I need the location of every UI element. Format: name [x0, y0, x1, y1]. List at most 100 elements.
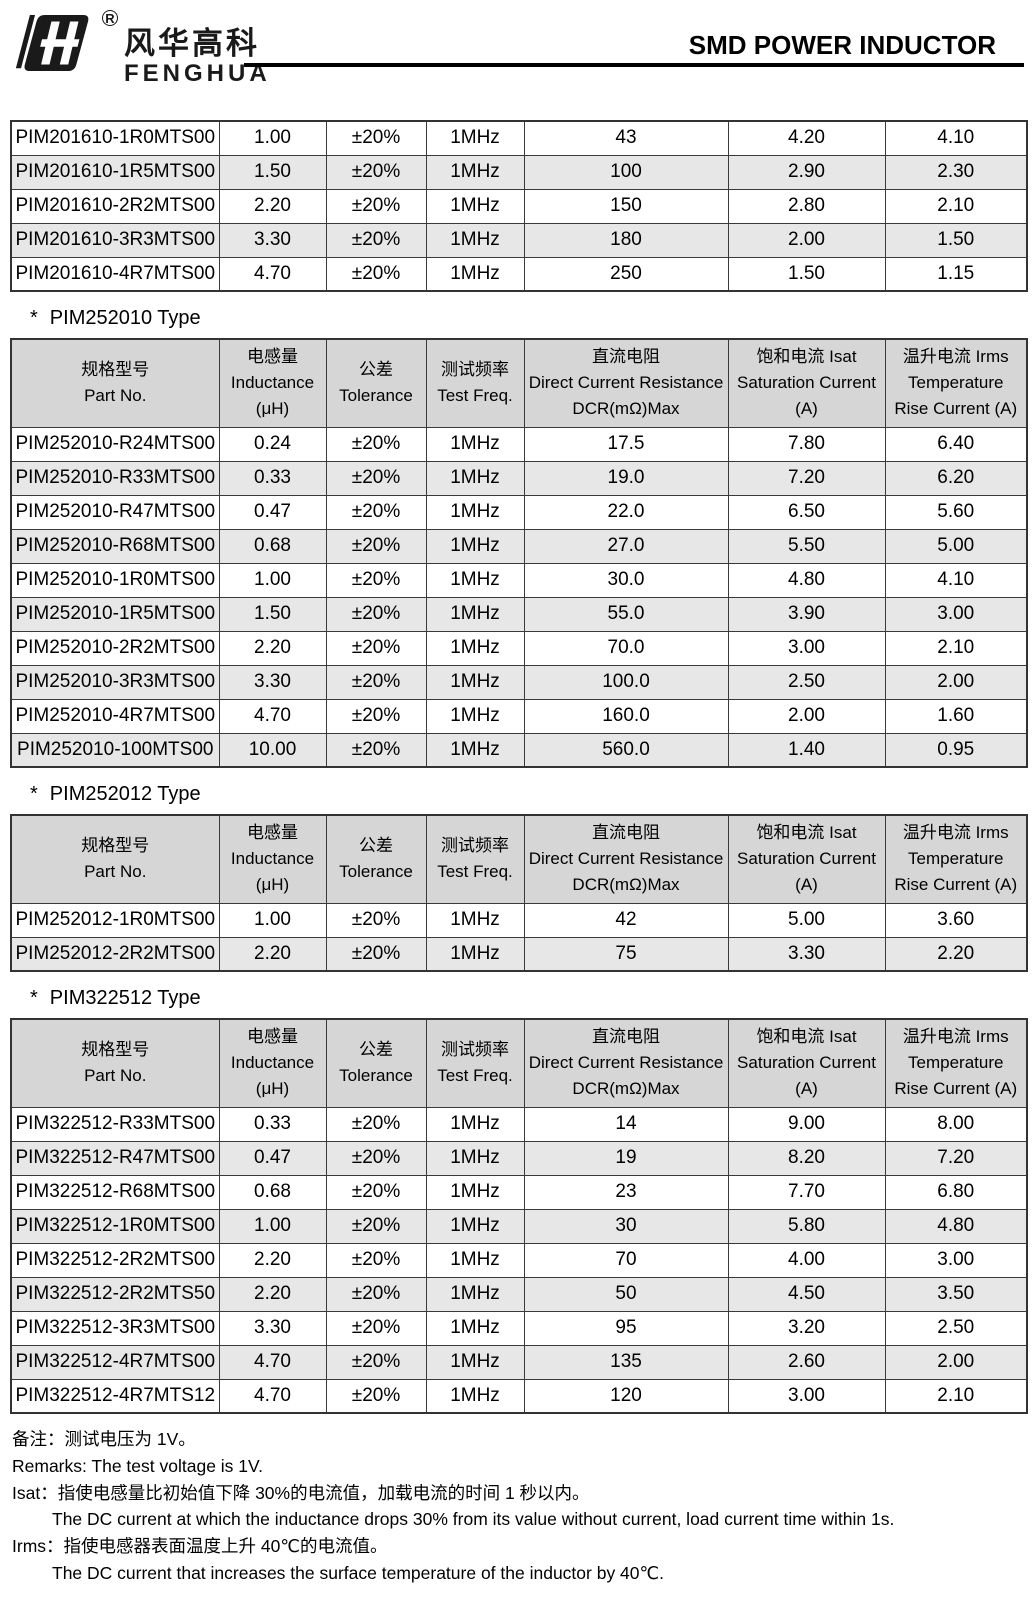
- spec-cell: 7.20: [884, 1140, 1028, 1176]
- section-heading-pim252010: * PIM252010 Type: [30, 307, 1026, 330]
- spec-cell: 3.90: [727, 596, 886, 632]
- column-header-line: (μH): [255, 399, 290, 419]
- isat-note-cn: Isat：指使电感量比初始值下降 30%的电流值，加载电流的时间 1 秒以内。: [12, 1482, 590, 1503]
- column-header-line: (μH): [255, 1079, 290, 1099]
- table-row: PIM252010-R47MTS00 0.47 ±20% 1MHz 22.0 6.50 5.…: [10, 494, 1028, 530]
- spec-cell: 70: [523, 1242, 729, 1278]
- column-header-line: 公差: [359, 360, 393, 380]
- table-row: PIM252010-100MTS00 10.00 ±20% 1MHz 560.0 1.40…: [10, 732, 1028, 768]
- spec-cell: 2.50: [727, 664, 886, 700]
- spec-cell: 0.68: [218, 1174, 327, 1210]
- spec-cell: 70.0: [523, 630, 729, 666]
- column-header-line: Rise Current (A): [894, 399, 1018, 419]
- column-header-line: Direct Current Resistance: [528, 849, 724, 869]
- spec-cell: 30.0: [523, 562, 729, 598]
- spec-cell: 6.20: [884, 460, 1028, 496]
- spec-cell: 8.20: [727, 1140, 886, 1176]
- spec-cell: 100.0: [523, 664, 729, 700]
- column-header-line: Temperature: [908, 1053, 1004, 1073]
- spec-cell: 7.70: [727, 1174, 886, 1210]
- spec-cell: 1MHz: [425, 732, 525, 768]
- spec-cell: 55.0: [523, 596, 729, 632]
- column-header-line: Saturation Current: [737, 849, 876, 869]
- section-heading-pim252012: * PIM252012 Type: [30, 783, 1026, 806]
- table-row: PIM252010-4R7MTS00 4.70 ±20% 1MHz 160.0 2.00 1…: [10, 698, 1028, 734]
- spec-cell: 1MHz: [425, 1106, 525, 1142]
- logo-chinese-name: 风华高科: [124, 26, 260, 61]
- spec-cell: 75: [523, 936, 729, 972]
- spec-cell: 3.00: [884, 596, 1028, 632]
- spec-cell: 160.0: [523, 698, 729, 734]
- spec-cell: 3.30: [218, 222, 327, 258]
- spec-cell: 0.47: [218, 494, 327, 530]
- spec-cell: 23: [523, 1174, 729, 1210]
- spec-cell: 1MHz: [425, 528, 525, 564]
- spec-cell: ±20%: [325, 1106, 427, 1142]
- spec-cell: 3.00: [884, 1242, 1028, 1278]
- spec-table-pim252010: 规格型号 Part No. 电感量 Inductance (μH) 公差 Tolerance…: [10, 338, 1028, 768]
- column-header: 公差 Tolerance: [325, 814, 427, 904]
- spec-cell: 1.50: [218, 154, 327, 190]
- spec-cell: 2.20: [218, 630, 327, 666]
- spec-cell: 2.10: [884, 188, 1028, 224]
- spec-cell: 4.70: [218, 698, 327, 734]
- column-header: 饱和电流 Isat Saturation Current (A): [727, 814, 886, 904]
- remark-en: Remarks: The test voltage is 1V.: [12, 1455, 263, 1476]
- spec-cell: 1MHz: [425, 664, 525, 700]
- column-header-line: 电感量: [247, 823, 298, 843]
- spec-cell: ±20%: [325, 664, 427, 700]
- spec-cell: ±20%: [325, 1276, 427, 1312]
- spec-cell: 1MHz: [425, 1140, 525, 1176]
- part-no-cell: PIM322512-2R2MTS50: [10, 1276, 220, 1312]
- table-row: PIM252010-R24MTS00 0.24 ±20% 1MHz 17.5 7.80 6.…: [10, 426, 1028, 462]
- column-header: 规格型号 Part No.: [10, 338, 220, 428]
- spec-cell: 7.80: [727, 426, 886, 462]
- spec-cell: 3.60: [884, 902, 1028, 938]
- column-header: 直流电阻 Direct Current Resistance DCR(mΩ)Max: [523, 338, 729, 428]
- column-header: 饱和电流 Isat Saturation Current (A): [727, 338, 886, 428]
- spec-cell: 5.00: [884, 528, 1028, 564]
- spec-cell: 1.00: [218, 1208, 327, 1244]
- spec-cell: 9.00: [727, 1106, 886, 1142]
- column-header: 规格型号 Part No.: [10, 1018, 220, 1108]
- spec-cell: 5.80: [727, 1208, 886, 1244]
- section-bullet: *: [30, 987, 38, 1009]
- part-no-cell: PIM252010-100MTS00: [10, 732, 220, 768]
- spec-cell: 2.00: [884, 1344, 1028, 1380]
- table-row: PIM201610-4R7MTS00 4.70 ±20% 1MHz 250 1.50 1.1…: [10, 256, 1028, 292]
- spec-cell: ±20%: [325, 1310, 427, 1346]
- column-header: 温升电流 Irms Temperature Rise Current (A): [884, 814, 1028, 904]
- table-row: PIM201610-2R2MTS00 2.20 ±20% 1MHz 150 2.80 2.1…: [10, 188, 1028, 224]
- column-header: 测试频率 Test Freq.: [425, 1018, 525, 1108]
- section-pim322512: * PIM322512 Type 规格型号 Part No. 电感量 Inductanc…: [10, 987, 1028, 1414]
- table-row: PIM322512-1R0MTS00 1.00 ±20% 1MHz 30 5.80 4.80: [10, 1208, 1028, 1244]
- part-no-cell: PIM252010-1R0MTS00: [10, 562, 220, 598]
- spec-cell: 6.50: [727, 494, 886, 530]
- spec-cell: 2.20: [218, 936, 327, 972]
- column-header-line: 规格型号: [81, 836, 150, 856]
- spec-cell: 1MHz: [425, 1242, 525, 1278]
- column-header: 公差 Tolerance: [325, 1018, 427, 1108]
- part-no-cell: PIM252010-R24MTS00: [10, 426, 220, 462]
- spec-cell: 2.10: [884, 1378, 1028, 1414]
- spec-cell: 3.30: [218, 664, 327, 700]
- remark-cn: 备注：测试电压为 1V。: [12, 1429, 196, 1449]
- spec-cell: 1MHz: [425, 936, 525, 972]
- registered-trademark-icon: R: [102, 10, 118, 26]
- spec-cell: ±20%: [325, 1140, 427, 1176]
- column-header-line: Test Freq.: [437, 386, 513, 406]
- spec-cell: 120: [523, 1378, 729, 1414]
- column-header-line: Inductance: [230, 1053, 315, 1073]
- spec-cell: 3.00: [727, 630, 886, 666]
- column-header-line: 电感量: [247, 1027, 298, 1047]
- page-header: R 风华高科 FENGHUA SMD POWER INDUCTOR: [10, 6, 1026, 92]
- spec-cell: 2.00: [727, 698, 886, 734]
- spec-cell: 1.40: [727, 732, 886, 768]
- table-row: PIM252010-R68MTS00 0.68 ±20% 1MHz 27.0 5.50 5.…: [10, 528, 1028, 564]
- column-header-line: Tolerance: [339, 862, 413, 882]
- table-row: PIM252012-2R2MTS00 2.20 ±20% 1MHz 75 3.30 2.20: [10, 936, 1028, 972]
- column-header-line: 饱和电流 Isat: [756, 1027, 857, 1047]
- spec-cell: 5.00: [727, 902, 886, 938]
- part-no-cell: PIM201610-1R5MTS00: [10, 154, 220, 190]
- column-header-line: 直流电阻: [592, 1027, 660, 1047]
